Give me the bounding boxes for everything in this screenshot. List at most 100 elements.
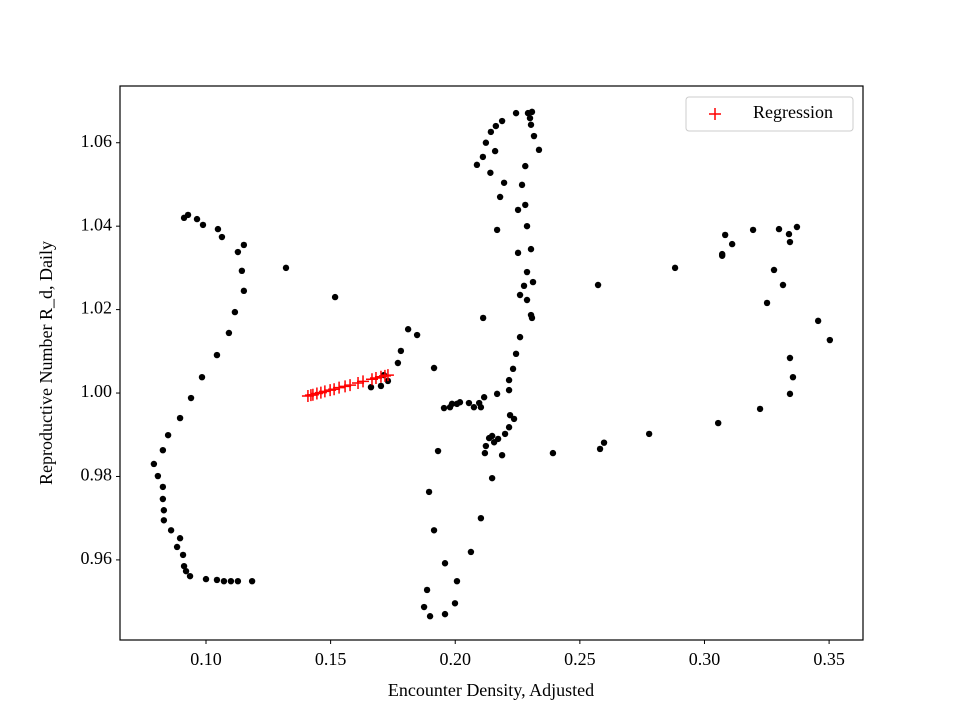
point: [770, 266, 778, 274]
point: [434, 447, 442, 455]
point: [339, 380, 352, 393]
point: [671, 264, 679, 272]
point: [225, 329, 233, 337]
point: [523, 268, 531, 276]
y-tick-label: 0.96: [81, 548, 113, 568]
point: [786, 390, 794, 398]
point: [775, 225, 783, 233]
point: [527, 245, 535, 253]
point: [202, 575, 210, 583]
point: [594, 281, 602, 289]
point: [430, 364, 438, 372]
point: [159, 446, 167, 454]
x-axis-label: Encounter Density, Adjusted: [388, 680, 594, 700]
point: [413, 331, 421, 339]
point: [213, 576, 221, 584]
point: [488, 474, 496, 482]
point: [331, 293, 339, 301]
point: [523, 296, 531, 304]
point: [240, 287, 248, 295]
point: [333, 381, 346, 394]
x-tick-label: 0.25: [564, 649, 596, 669]
point: [164, 431, 172, 439]
point: [473, 161, 481, 169]
point: [218, 233, 226, 241]
point: [785, 230, 793, 238]
point: [159, 483, 167, 491]
point: [182, 567, 190, 575]
point: [423, 586, 431, 594]
y-tick-label: 1.00: [81, 381, 113, 401]
point: [826, 336, 834, 344]
point: [482, 139, 490, 146]
point: [530, 132, 538, 140]
point: [789, 373, 797, 381]
point: [470, 404, 478, 411]
point: [728, 240, 736, 248]
point: [487, 128, 495, 136]
legend-box: [685, 96, 854, 132]
point: [167, 527, 175, 534]
point: [596, 445, 604, 453]
point: [505, 424, 513, 431]
point: [446, 404, 454, 411]
point: [493, 226, 501, 234]
point: [477, 514, 485, 522]
point: [227, 577, 235, 585]
point: [465, 399, 473, 407]
point: [714, 419, 722, 427]
point: [549, 449, 557, 457]
y-tick-label: 1.06: [81, 131, 113, 151]
point: [318, 385, 331, 398]
point: [522, 162, 529, 170]
point: [721, 231, 729, 239]
point: [184, 211, 192, 219]
point: [176, 535, 184, 542]
point: [214, 225, 222, 233]
point: [381, 369, 394, 382]
point: [526, 114, 534, 122]
point: [512, 109, 520, 117]
point: [786, 238, 794, 246]
point: [756, 405, 764, 413]
point: [535, 146, 543, 154]
point: [718, 252, 726, 259]
point: [498, 117, 506, 125]
point: [518, 181, 526, 189]
point: [160, 517, 168, 524]
point: [814, 317, 822, 325]
point: [176, 414, 184, 422]
point: [520, 282, 528, 290]
point: [527, 121, 535, 128]
point: [600, 439, 608, 446]
point: [482, 442, 490, 450]
point: [487, 169, 494, 176]
point: [377, 382, 385, 390]
y-tick-label: 0.98: [81, 465, 113, 485]
point: [528, 108, 536, 116]
point: [645, 430, 653, 438]
point: [159, 495, 167, 503]
point: [528, 314, 536, 322]
point: [357, 375, 370, 388]
x-tick-label: 0.10: [190, 649, 222, 669]
point: [186, 572, 194, 580]
point: [522, 201, 529, 209]
y-axis-label: Reproductive Number R_d, Daily: [36, 241, 56, 485]
point: [441, 610, 449, 618]
point: [397, 347, 405, 355]
point: [477, 404, 485, 411]
point: [505, 386, 513, 394]
point: [238, 267, 246, 275]
point: [793, 223, 801, 231]
point: [516, 291, 524, 299]
point: [512, 350, 520, 358]
point: [378, 369, 391, 382]
point: [506, 411, 514, 419]
point: [154, 472, 162, 480]
point: [514, 206, 522, 214]
point: [198, 373, 206, 381]
point: [282, 264, 290, 272]
point: [510, 415, 518, 423]
